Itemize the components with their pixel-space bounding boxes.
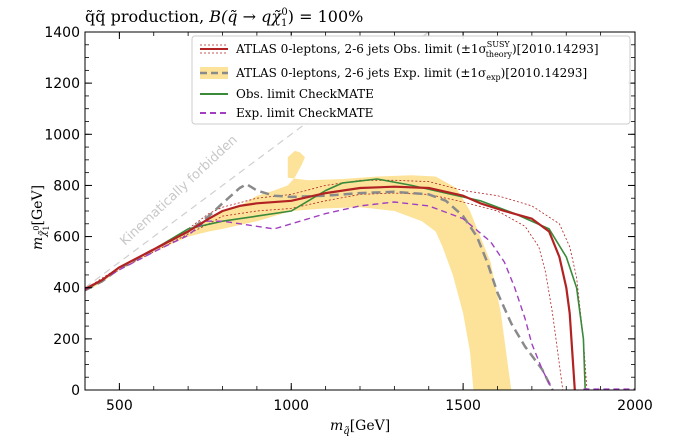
kinematically-forbidden-annotation: Kinematically forbidden <box>117 133 240 249</box>
plot-area <box>85 32 635 390</box>
legend-label-checkmate-exp: Exp. limit CheckMATE <box>236 106 373 120</box>
atlas-obs-theory-up-line <box>85 179 588 390</box>
y-tick-label: 800 <box>53 178 80 194</box>
x-tick-label: 2000 <box>617 398 653 414</box>
y-tick-label: 200 <box>53 332 80 348</box>
legend: ATLAS 0-leptons, 2-6 jets Obs. limit (±1… <box>191 35 631 125</box>
x-axis-label: mq̃[GeV] <box>330 418 390 437</box>
checkmate-exp-line <box>85 201 554 390</box>
y-tick-label: 1000 <box>44 127 80 143</box>
atlas-obs-line <box>85 185 576 390</box>
axis-ticks: 500 1000 1500 2000 0 200 400 600 800 1000 1200 1400 <box>44 25 652 414</box>
svg-text:mχ̃10[GeV]: mχ̃10[GeV] <box>30 185 51 250</box>
y-tick-label: 600 <box>53 230 80 246</box>
y-tick-label: 1200 <box>44 76 80 92</box>
y-tick-label: 0 <box>71 383 80 399</box>
y-tick-label: 1400 <box>44 25 80 41</box>
expected-limit-band <box>85 150 512 390</box>
chart-title: q̃q̃ production, B(q̃ → qχ̃10) = 100% <box>85 7 363 29</box>
series-group <box>85 178 588 390</box>
x-tick-label: 1000 <box>273 398 309 414</box>
x-tick-label: 500 <box>106 398 133 414</box>
legend-box <box>191 35 631 125</box>
y-tick-label: 400 <box>53 281 80 297</box>
legend-label-atlas-obs: ATLAS 0-leptons, 2-6 jets Obs. limit (±1… <box>235 40 599 59</box>
legend-label-checkmate-obs: Obs. limit CheckMATE <box>236 87 374 101</box>
legend-label-atlas-exp: ATLAS 0-leptons, 2-6 jets Exp. limit (±1… <box>235 66 587 82</box>
y-axis-label: mχ̃10[GeV] <box>30 185 51 250</box>
x-tick-label: 1500 <box>445 398 481 414</box>
